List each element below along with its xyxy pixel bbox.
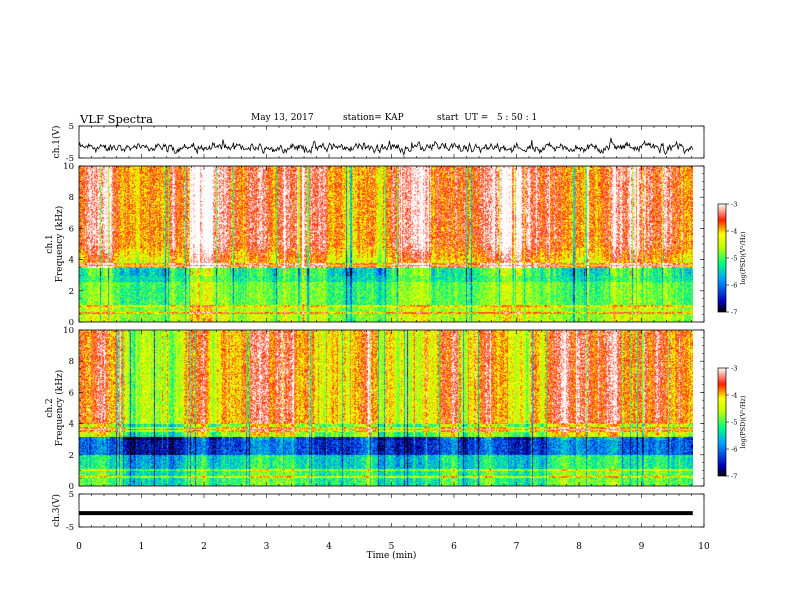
colorbar-tick-label: -7 xyxy=(731,473,737,481)
panel-frame-4 xyxy=(78,493,705,528)
y-tick-label: 0 xyxy=(69,318,74,328)
colorbar-2 xyxy=(717,367,727,477)
station-label: station= KAP xyxy=(343,113,404,123)
colorbar-tick-label: -5 xyxy=(731,255,737,263)
colorbar-tick-label: -7 xyxy=(731,309,737,317)
start-time-label: start UT = 5 : 50 : 1 xyxy=(437,113,538,123)
y-tick-label: 4 xyxy=(69,256,74,266)
y-tick-label: 2 xyxy=(69,287,74,297)
y-axis-label: Frequency (kHz) xyxy=(54,370,65,447)
x-tick-label: 3 xyxy=(264,542,270,552)
x-tick-label: 6 xyxy=(451,542,457,552)
y-tick-label: 2 xyxy=(69,451,74,461)
colorbar-tick-label: -4 xyxy=(731,392,737,400)
x-tick-label: 7 xyxy=(514,542,520,552)
colorbar-tick-label: -3 xyxy=(731,365,737,373)
y-axis-label: ch.2 xyxy=(45,398,55,417)
x-tick-label: 8 xyxy=(576,542,582,552)
x-axis-label: Time (min) xyxy=(367,550,417,561)
y-axis-label: ch.1 xyxy=(45,234,55,253)
y-tick-label: 5 xyxy=(69,490,74,500)
colorbar-tick-label: -6 xyxy=(731,446,737,454)
y-axis-label: ch.1(V) xyxy=(51,126,62,159)
x-tick-label: 2 xyxy=(201,542,207,552)
colorbar-tick-label: -3 xyxy=(731,201,737,209)
y-tick-label: 6 xyxy=(69,224,74,234)
y-tick-label: 6 xyxy=(69,388,74,398)
colorbar-tick-label: -5 xyxy=(731,419,737,427)
y-tick-label: -5 xyxy=(66,523,74,533)
waveform-ch1-line xyxy=(78,137,693,157)
date-label: May 13, 2017 xyxy=(251,113,314,123)
x-tick-label: 9 xyxy=(639,542,645,552)
x-tick-label: 10 xyxy=(698,542,710,552)
colorbar-tick-label: -6 xyxy=(731,282,737,290)
x-tick-label: 0 xyxy=(76,542,82,552)
y-tick-label: 5 xyxy=(69,122,74,132)
colorbar-label: log(PSD)(V²/Hz) xyxy=(739,395,747,448)
spectrogram-image-2 xyxy=(79,330,693,486)
y-tick-label: 8 xyxy=(69,357,74,367)
y-tick-label: 10 xyxy=(63,162,74,172)
y-tick-label: 10 xyxy=(63,326,74,336)
colorbar-1 xyxy=(717,203,727,313)
x-tick-label: 5 xyxy=(389,542,395,552)
y-tick-label: -5 xyxy=(66,154,74,164)
chart-title: VLF Spectra xyxy=(80,112,154,126)
y-axis-label: ch.3(V) xyxy=(51,494,62,527)
colorbar-label: log(PSD)(V²/Hz) xyxy=(739,231,747,284)
y-tick-label: 0 xyxy=(69,482,74,492)
spectrogram-image-1 xyxy=(79,166,693,322)
y-tick-label: 8 xyxy=(69,193,74,203)
colorbar-tick-label: -4 xyxy=(731,228,737,236)
y-tick-label: 4 xyxy=(69,420,74,430)
x-tick-label: 1 xyxy=(139,542,145,552)
y-axis-label: Frequency (kHz) xyxy=(54,206,65,283)
x-tick-label: 4 xyxy=(326,542,332,552)
